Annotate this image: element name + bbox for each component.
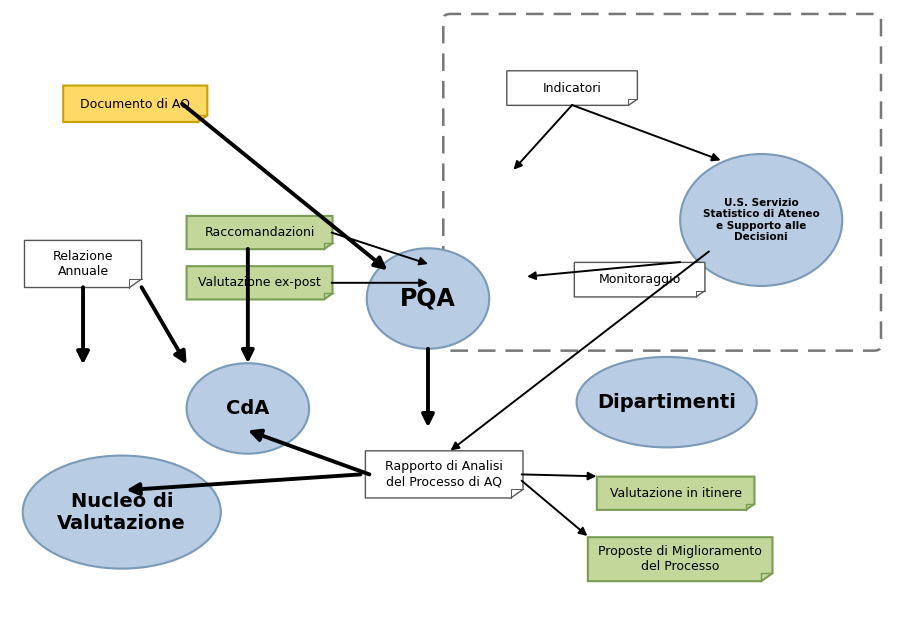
Polygon shape (25, 240, 142, 288)
Text: Relazione
Annuale: Relazione Annuale (52, 250, 113, 278)
Ellipse shape (187, 363, 309, 454)
Text: Indicatori: Indicatori (542, 81, 602, 95)
Text: CdA: CdA (226, 399, 269, 418)
Polygon shape (588, 537, 773, 581)
Polygon shape (63, 85, 208, 122)
Text: Valutazione in itinere: Valutazione in itinere (609, 487, 742, 500)
Polygon shape (366, 451, 523, 498)
Polygon shape (596, 477, 754, 510)
Text: Documento di AQ: Documento di AQ (80, 97, 190, 110)
Polygon shape (187, 216, 333, 249)
Text: Valutazione ex-post: Valutazione ex-post (199, 276, 321, 289)
Text: U.S. Servizio
Statistico di Ateneo
e Supporto alle
Decisioni: U.S. Servizio Statistico di Ateneo e Sup… (703, 197, 820, 242)
Polygon shape (574, 262, 705, 297)
Polygon shape (187, 266, 333, 299)
Ellipse shape (680, 154, 842, 286)
Ellipse shape (576, 357, 756, 447)
Text: Raccomandazioni: Raccomandazioni (204, 226, 314, 239)
Text: PQA: PQA (400, 287, 456, 310)
Ellipse shape (23, 456, 221, 569)
Ellipse shape (367, 248, 489, 349)
Text: Proposte di Miglioramento
del Processo: Proposte di Miglioramento del Processo (598, 545, 762, 573)
Polygon shape (506, 71, 638, 105)
Text: Monitoraggio: Monitoraggio (598, 273, 681, 286)
Text: Nucleo di
Valutazione: Nucleo di Valutazione (57, 492, 187, 533)
Text: Dipartimenti: Dipartimenti (597, 393, 736, 412)
Text: Rapporto di Analisi
del Processo di AQ: Rapporto di Analisi del Processo di AQ (385, 460, 503, 488)
